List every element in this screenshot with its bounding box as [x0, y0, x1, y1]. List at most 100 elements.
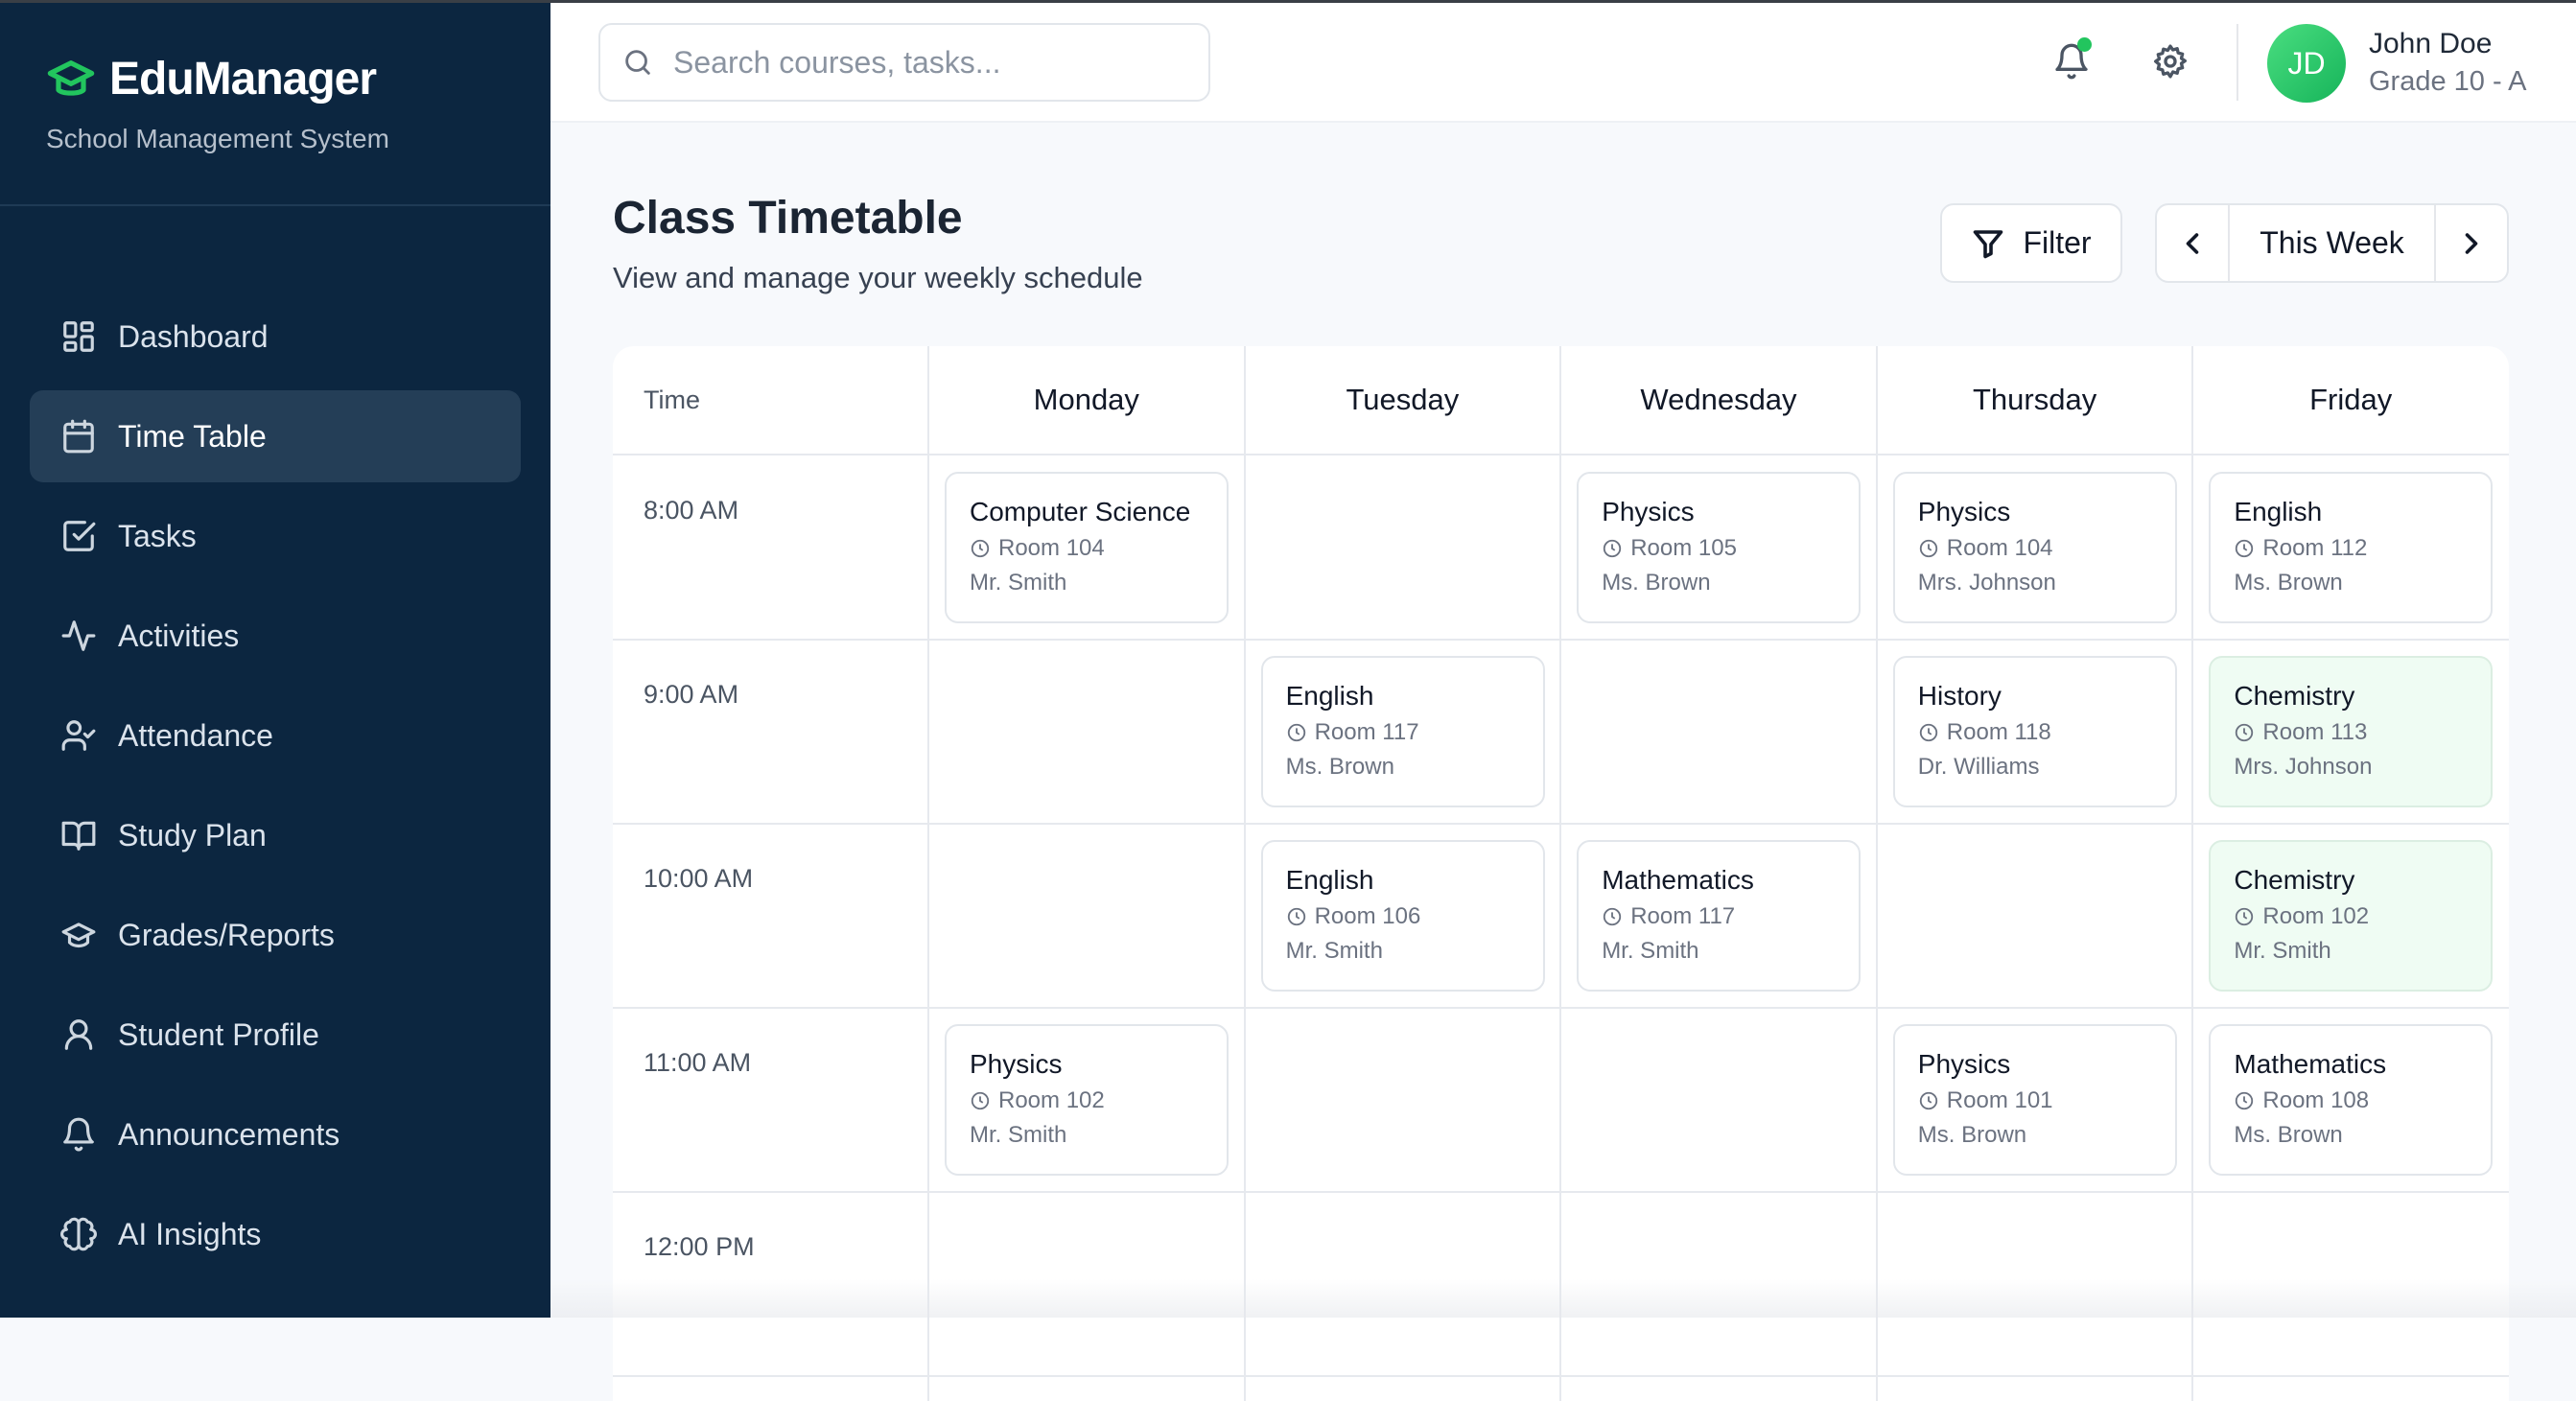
sidebar-item-tasks[interactable]: Tasks — [30, 490, 521, 582]
avatar[interactable]: JD — [2267, 24, 2346, 103]
search-icon — [625, 50, 650, 75]
search-box[interactable] — [598, 23, 1210, 102]
sidebar-item-time-table[interactable]: Time Table — [30, 390, 521, 482]
sidebar-item-grades-reports[interactable]: Grades/Reports — [30, 889, 521, 981]
sidebar-item-label: Student Profile — [118, 1016, 319, 1052]
sidebar-item-announcements[interactable]: Announcements — [30, 1088, 521, 1180]
day-header: Tuesday — [1244, 346, 1561, 455]
sidebar-item-activities[interactable]: Activities — [30, 590, 521, 682]
class-card[interactable]: Chemistry Room 102 Mr. Smith — [2209, 840, 2494, 992]
class-card[interactable]: English Room 117 Ms. Brown — [1260, 656, 1545, 807]
row-divider — [613, 1007, 2509, 1009]
divider — [2236, 24, 2238, 101]
class-teacher: Ms. Brown — [2234, 1122, 2343, 1148]
notification-dot — [2077, 37, 2092, 52]
class-card[interactable]: Physics Room 104 Mrs. Johnson — [1892, 472, 2177, 623]
class-subject: Mathematics — [1602, 865, 1754, 895]
bottom-fade — [550, 1279, 2576, 1318]
next-week-button[interactable] — [2436, 205, 2507, 281]
class-teacher: Mr. Smith — [970, 570, 1067, 595]
chevron-left-icon — [2186, 232, 2199, 254]
class-card[interactable]: Physics Room 101 Ms. Brown — [1892, 1024, 2177, 1176]
class-subject: Physics — [1917, 1049, 2011, 1079]
clock-icon — [1287, 907, 1305, 926]
class-teacher: Mr. Smith — [2234, 938, 2331, 964]
sidebar-item-label: Time Table — [118, 418, 267, 454]
class-card[interactable]: Physics Room 105 Ms. Brown — [1577, 472, 1862, 623]
class-teacher: Mr. Smith — [1285, 938, 1383, 964]
class-room: Room 102 — [2262, 903, 2370, 929]
class-subject: Physics — [1917, 497, 2011, 526]
sidebar-item-attendance[interactable]: Attendance — [30, 689, 521, 782]
activity-icon — [61, 620, 96, 651]
class-card[interactable]: English Room 112 Ms. Brown — [2209, 472, 2494, 623]
time-slot-label: 11:00 AM — [644, 1048, 752, 1077]
sidebar-item-student-profile[interactable]: Student Profile — [30, 989, 521, 1081]
class-subject: Chemistry — [2234, 865, 2355, 895]
day-header: Monday — [928, 346, 1245, 455]
divider — [0, 204, 550, 206]
graduation-cap-icon — [47, 59, 95, 96]
sidebar-item-label: Activities — [118, 618, 240, 653]
column-divider — [927, 346, 929, 1401]
class-teacher: Ms. Brown — [2234, 570, 2343, 595]
sidebar-item-label: Announcements — [118, 1116, 340, 1152]
row-divider — [613, 1191, 2509, 1193]
logo[interactable]: EduManager — [46, 53, 377, 105]
page-title: Class Timetable — [613, 193, 963, 244]
class-card[interactable]: English Room 106 Mr. Smith — [1260, 840, 1545, 992]
previous-week-button[interactable] — [2157, 205, 2228, 281]
week-label[interactable]: This Week — [2228, 205, 2436, 281]
clock-icon — [2236, 1091, 2254, 1110]
class-subject: Physics — [970, 1049, 1063, 1079]
sidebar-item-dashboard[interactable]: Dashboard — [30, 291, 521, 383]
chevron-right-icon — [2465, 232, 2478, 254]
class-card[interactable]: Mathematics Room 108 Ms. Brown — [2209, 1024, 2494, 1176]
calendar-icon — [63, 419, 94, 454]
clock-icon — [2236, 907, 2254, 926]
class-room: Room 118 — [1946, 719, 2051, 745]
class-card[interactable]: Computer Science Room 104 Mr. Smith — [945, 472, 1229, 623]
clock-icon — [1919, 539, 1937, 558]
clock-icon — [971, 539, 990, 558]
class-card[interactable]: Chemistry Room 113 Mrs. Johnson — [2209, 656, 2494, 807]
brain-icon — [60, 1217, 97, 1251]
notifications-button[interactable] — [2048, 37, 2096, 85]
clock-icon — [2236, 539, 2254, 558]
class-room: Room 106 — [1314, 903, 1421, 929]
sidebar-item-study-plan[interactable]: Study Plan — [30, 789, 521, 881]
app-subtitle: School Management System — [46, 124, 389, 153]
user-check-icon — [61, 720, 96, 751]
class-teacher: Ms. Brown — [1285, 754, 1394, 780]
class-teacher: Dr. Williams — [1917, 754, 2040, 780]
user-grade: Grade 10 - A — [2369, 66, 2527, 97]
class-subject: English — [2234, 497, 2323, 526]
class-room: Room 113 — [2262, 719, 2368, 745]
sidebar-item-ai-insights[interactable]: AI Insights — [30, 1188, 521, 1280]
clock-icon — [1604, 907, 1622, 926]
settings-button[interactable] — [2146, 37, 2194, 85]
clock-icon — [1919, 1091, 1937, 1110]
class-card[interactable]: Physics Room 102 Mr. Smith — [945, 1024, 1229, 1176]
class-subject: English — [1285, 865, 1374, 895]
sidebar-item-label: Grades/Reports — [118, 917, 335, 952]
sidebar: EduManager School Management System Dash… — [0, 0, 550, 1318]
time-slot-label: 12:00 PM — [644, 1232, 755, 1261]
graduation-cap-icon — [61, 922, 96, 948]
sidebar-item-label: AI Insights — [118, 1216, 262, 1251]
class-card[interactable]: Mathematics Room 117 Mr. Smith — [1577, 840, 1862, 992]
class-teacher: Ms. Brown — [1917, 1122, 2027, 1148]
class-subject: Computer Science — [970, 497, 1191, 526]
column-divider — [1559, 346, 1562, 1401]
class-teacher: Mrs. Johnson — [1917, 570, 2056, 595]
day-header: Friday — [2192, 346, 2509, 455]
class-card[interactable]: History Room 118 Dr. Williams — [1892, 656, 2177, 807]
clock-icon — [971, 1091, 990, 1110]
time-slot-label: 8:00 AM — [644, 496, 739, 525]
class-teacher: Mrs. Johnson — [2234, 754, 2373, 780]
column-divider — [2191, 346, 2194, 1401]
class-teacher: Ms. Brown — [1602, 570, 1711, 595]
search-input[interactable] — [673, 44, 1191, 81]
sidebar-nav: Dashboard Time Table Tasks Activities Attend… — [30, 291, 521, 1288]
filter-button[interactable]: Filter — [1940, 203, 2122, 283]
